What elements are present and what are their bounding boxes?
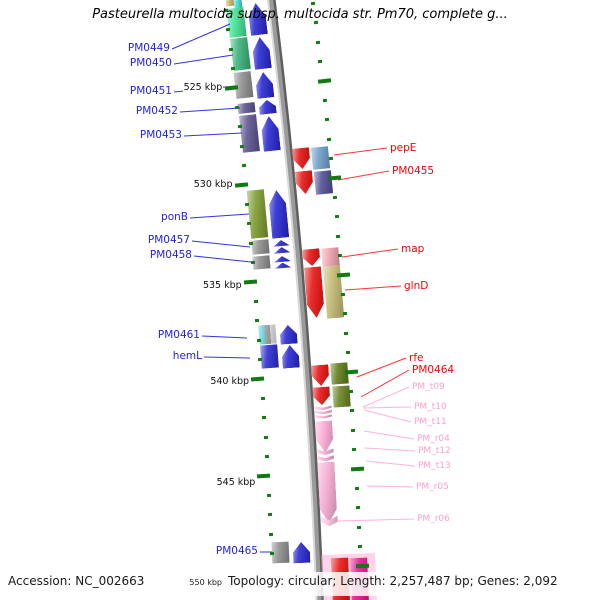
gene-label-PM0464[interactable]: PM0464: [412, 364, 455, 376]
gene-label-PM_r05[interactable]: PM_r05: [416, 482, 449, 492]
label-connector-line: [189, 213, 250, 219]
gene-label-PM_t10[interactable]: PM_t10: [414, 402, 447, 412]
backbone-shadow: [273, 0, 324, 600]
scale-kbp-label: 545 kbp: [215, 477, 257, 489]
label-connector-line: [363, 447, 416, 452]
gene-label-PM0461[interactable]: PM0461: [157, 329, 200, 341]
gene-label-PM_t13[interactable]: PM_t13: [418, 461, 451, 471]
scale-kbp-label-550: 550 kbp: [189, 578, 222, 587]
gene-label-PM0455[interactable]: PM0455: [392, 165, 435, 177]
gene-label-ponB[interactable]: ponB: [161, 211, 188, 223]
gene-label-hemL[interactable]: hemL: [172, 350, 202, 362]
label-connector-line: [333, 147, 388, 156]
label-connector-line: [365, 460, 416, 467]
label-connector-line: [336, 518, 415, 522]
label-connector-line: [363, 430, 415, 440]
scale-kbp-label: 535 kbp: [201, 280, 243, 292]
label-connector-line: [183, 132, 243, 137]
label-connector-line: [363, 409, 412, 423]
scale-kbp-label: 540 kbp: [209, 376, 251, 388]
label-connector-line: [173, 54, 234, 65]
status-accession: Accession: NC_002663: [8, 574, 145, 588]
gene-label-PM0453[interactable]: PM0453: [139, 129, 182, 141]
gene-label-PM_t11[interactable]: PM_t11: [414, 417, 447, 427]
label-connector-line: [337, 170, 390, 181]
page-title: Pasteurella multocida subsp. multocida s…: [92, 7, 508, 22]
label-connector-line: [201, 335, 248, 339]
label-connector-line: [344, 285, 402, 291]
label-connector-line: [193, 255, 252, 263]
backbone-highlight: [267, 0, 318, 600]
gene-label-PM_t12[interactable]: PM_t12: [418, 446, 451, 456]
label-connector-line: [362, 406, 412, 409]
gene-label-PM_r04[interactable]: PM_r04: [417, 434, 450, 444]
label-connector-line: [191, 240, 251, 248]
backbone-rod: [267, 0, 324, 600]
gene-label-map[interactable]: map: [401, 243, 425, 255]
gene-label-PM0450[interactable]: PM0450: [129, 57, 172, 69]
label-connector-line: [203, 356, 251, 359]
scale-kbp-label: 530 kbp: [192, 179, 234, 191]
label-connector-line: [179, 107, 241, 113]
label-connector-line: [356, 357, 407, 378]
status-topology: Topology: circular; Length: 2,257,487 bp…: [228, 574, 558, 588]
label-connector-line: [360, 369, 410, 398]
gene-label-rfe[interactable]: rfe: [409, 352, 424, 364]
gene-label-PM0451[interactable]: PM0451: [129, 85, 172, 97]
gene-label-PM0458[interactable]: PM0458: [149, 249, 192, 261]
gene-label-pepE[interactable]: pepE: [390, 142, 417, 154]
gene-label-PM0457[interactable]: PM0457: [147, 234, 190, 246]
status-bar: Accession: NC_002663 550 kbp Topology: c…: [0, 572, 600, 596]
gene-label-glnD[interactable]: glnD: [404, 280, 429, 292]
gene-label-PM0449[interactable]: PM0449: [127, 42, 170, 54]
label-connector-line: [366, 485, 414, 488]
gene-label-PM_t09[interactable]: PM_t09: [412, 382, 445, 392]
scale-kbp-label: 525 kbp: [182, 82, 224, 94]
label-connector-line: [341, 248, 399, 258]
label-connector-line: [362, 386, 410, 408]
gene-label-PM0465[interactable]: PM0465: [215, 545, 258, 557]
gene-label-PM0452[interactable]: PM0452: [135, 105, 178, 117]
gene-label-PM_r06[interactable]: PM_r06: [417, 514, 450, 524]
label-connector-line: [171, 23, 231, 50]
